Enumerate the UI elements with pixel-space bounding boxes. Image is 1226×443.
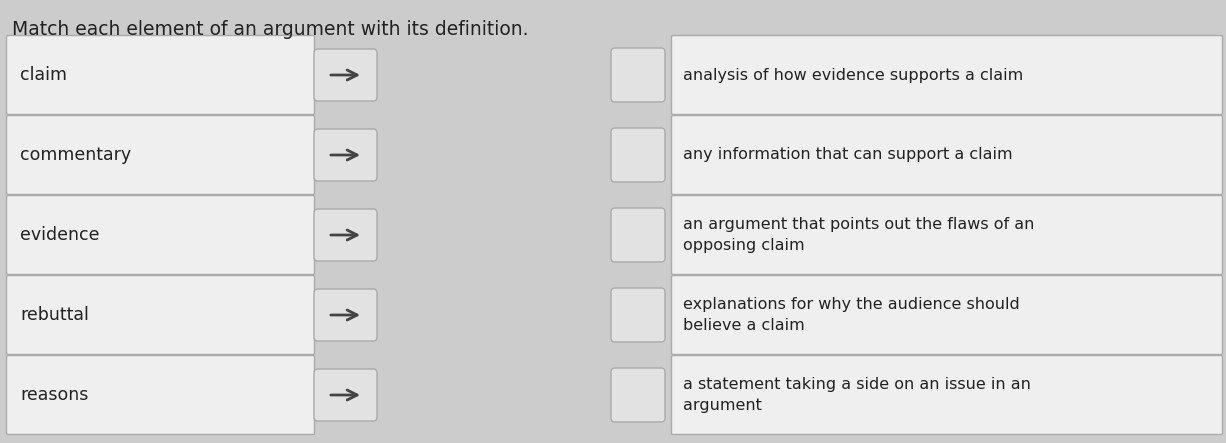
FancyBboxPatch shape [6,35,315,114]
Text: claim: claim [20,66,67,84]
FancyBboxPatch shape [611,368,664,422]
FancyBboxPatch shape [672,355,1222,435]
Text: any information that can support a claim: any information that can support a claim [683,148,1013,163]
FancyBboxPatch shape [6,116,315,194]
FancyBboxPatch shape [672,35,1222,114]
FancyBboxPatch shape [6,276,315,354]
FancyBboxPatch shape [611,128,664,182]
FancyBboxPatch shape [672,116,1222,194]
FancyBboxPatch shape [314,289,378,341]
Text: reasons: reasons [20,386,88,404]
Text: explanations for why the audience should
believe a claim: explanations for why the audience should… [683,297,1020,333]
Text: evidence: evidence [20,226,99,244]
Text: rebuttal: rebuttal [20,306,88,324]
FancyBboxPatch shape [672,276,1222,354]
FancyBboxPatch shape [314,129,378,181]
FancyBboxPatch shape [314,49,378,101]
Text: Match each element of an argument with its definition.: Match each element of an argument with i… [12,20,528,39]
FancyBboxPatch shape [611,208,664,262]
Text: an argument that points out the flaws of an
opposing claim: an argument that points out the flaws of… [683,218,1035,253]
FancyBboxPatch shape [611,48,664,102]
FancyBboxPatch shape [6,195,315,275]
FancyBboxPatch shape [6,355,315,435]
FancyBboxPatch shape [672,195,1222,275]
FancyBboxPatch shape [611,288,664,342]
Text: analysis of how evidence supports a claim: analysis of how evidence supports a clai… [683,67,1024,82]
FancyBboxPatch shape [314,209,378,261]
FancyBboxPatch shape [314,369,378,421]
Text: a statement taking a side on an issue in an
argument: a statement taking a side on an issue in… [683,377,1031,413]
Text: commentary: commentary [20,146,131,164]
